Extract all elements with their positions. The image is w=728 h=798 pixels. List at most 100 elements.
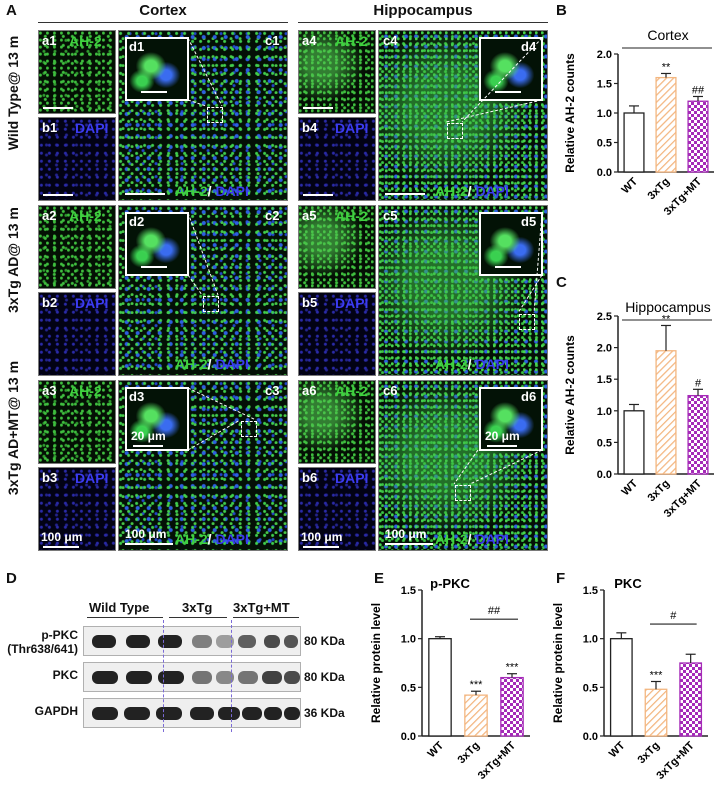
y-axis-label: Relative AH-2 counts bbox=[563, 53, 577, 173]
y-tick-label: 0.5 bbox=[401, 682, 416, 694]
y-tick-label: 2.5 bbox=[597, 311, 612, 323]
scale-bar bbox=[303, 194, 333, 196]
significance-label: ## bbox=[692, 84, 705, 96]
bar-wt bbox=[623, 410, 645, 475]
panel-label-c: C bbox=[556, 274, 567, 291]
micrograph-c4: c4 d4 AH-2/ DAPI bbox=[378, 30, 548, 201]
significance-label: *** bbox=[650, 669, 664, 681]
chart-title: PKC bbox=[614, 576, 642, 591]
x-tick-label: 3xTg bbox=[645, 478, 672, 505]
bar-3xtg bbox=[464, 694, 488, 737]
group-line bbox=[233, 617, 299, 618]
bar-3xtg bbox=[655, 350, 677, 475]
x-tick-label: 3xTg bbox=[645, 176, 672, 203]
bar-3xtg bbox=[655, 76, 677, 173]
y-tick-label: 0.0 bbox=[597, 167, 612, 179]
panel-label-b: B bbox=[556, 2, 567, 19]
lane-divider bbox=[163, 620, 164, 732]
significance-label: # bbox=[695, 377, 702, 389]
zoom-box bbox=[241, 421, 257, 437]
micrograph-b1: b1 DAPI bbox=[38, 117, 116, 201]
x-tick-label: WT bbox=[426, 739, 447, 760]
zoom-lines bbox=[187, 37, 543, 485]
group-wt: Wild Type bbox=[89, 600, 150, 615]
blot-gapdh bbox=[83, 698, 301, 728]
scale-bar bbox=[141, 266, 167, 268]
inset-d3: d3 20 μm bbox=[125, 387, 189, 451]
significance-label: ** bbox=[662, 313, 671, 325]
y-tick-label: 0.0 bbox=[597, 469, 612, 481]
micrograph-b5: b5 DAPI bbox=[298, 292, 376, 376]
y-tick-label: 1.0 bbox=[597, 108, 612, 120]
bar-wt bbox=[623, 112, 645, 173]
scale-bar bbox=[385, 193, 425, 195]
group-line bbox=[87, 617, 163, 618]
zoom-box bbox=[207, 107, 223, 123]
bar-3xtg bbox=[644, 688, 668, 737]
x-tick-label: WT bbox=[620, 175, 641, 196]
significance-label: *** bbox=[506, 662, 520, 674]
chart-title: Cortex bbox=[647, 27, 688, 43]
chart-title: Hippocampus bbox=[625, 299, 711, 315]
blot-group-header: Wild Type 3xTg 3xTg+MT bbox=[83, 598, 301, 628]
merge-label: AH-2/ DAPI bbox=[435, 531, 509, 547]
micrograph-a6: a6 AH-2 bbox=[298, 380, 376, 464]
kda-pkc: 80 KDa bbox=[304, 670, 345, 684]
bar-3xtg-mt bbox=[679, 662, 703, 737]
x-tick-label: 3xTg+MT bbox=[654, 739, 697, 782]
scale-bar bbox=[487, 445, 517, 447]
panel-label-a: A bbox=[6, 2, 17, 19]
panel-label-d: D bbox=[6, 570, 17, 587]
micrograph-b4: b4 DAPI bbox=[298, 117, 376, 201]
lane-divider bbox=[231, 620, 232, 732]
region-hippocampus: Hippocampus bbox=[373, 2, 473, 19]
scale-bar bbox=[133, 445, 163, 447]
scale-bar bbox=[125, 193, 165, 195]
y-tick-label: 0.5 bbox=[597, 138, 612, 150]
panel-label-f: F bbox=[556, 570, 566, 587]
y-tick-label: 0.5 bbox=[583, 682, 598, 694]
y-axis-label: Relative protein level bbox=[369, 603, 383, 723]
merge-label: AH-2/ DAPI bbox=[435, 183, 509, 199]
scale-bar bbox=[495, 91, 521, 93]
group-3xtg-mt: 3xTg+MT bbox=[233, 600, 290, 615]
inset-d1: d1 bbox=[125, 37, 189, 101]
micrograph-c5: c5 d5 AH-2/ DAPI bbox=[378, 205, 548, 376]
y-tick-label: 0.0 bbox=[583, 731, 598, 743]
blot-label-ppkc: p-PKC (Thr638/641) bbox=[7, 628, 78, 656]
bar-3xtg-mt bbox=[687, 100, 709, 173]
y-tick-label: 1.0 bbox=[401, 634, 416, 646]
y-tick-label: 1.5 bbox=[597, 79, 612, 91]
y-axis-label: Relative protein level bbox=[551, 603, 565, 723]
y-tick-label: 2.0 bbox=[597, 343, 612, 355]
micrograph-b3: b3 DAPI 100 μm bbox=[38, 467, 116, 551]
region-cortex: Cortex bbox=[139, 2, 187, 19]
kda-gapdh: 36 KDa bbox=[304, 706, 345, 720]
merge-label: AH-2/ DAPI bbox=[175, 183, 249, 199]
merge-label: AH-2/ DAPI bbox=[435, 356, 509, 372]
blot-label-pkc: PKC bbox=[52, 668, 78, 682]
inset-d6: d6 20 μm bbox=[479, 387, 543, 451]
x-tick-label: WT bbox=[607, 739, 628, 760]
scale-bar bbox=[385, 543, 433, 545]
chart-f: PKC Relative protein level 0.0 0.5 1.0 1.5 WT *… bbox=[551, 576, 708, 782]
blot-pkc bbox=[83, 662, 301, 692]
scale-bar bbox=[43, 194, 73, 196]
chart-b: Cortex Relative AH-2 counts 0.0 0.5 1.0 1.5 2.… bbox=[563, 27, 714, 218]
y-tick-label: 1.5 bbox=[583, 585, 598, 597]
group-3xtg: 3xTg bbox=[182, 600, 213, 615]
y-tick-label: 0.0 bbox=[401, 731, 416, 743]
significance-label: *** bbox=[470, 679, 484, 691]
bar-3xtg-mt bbox=[687, 394, 709, 475]
merge-label: AH-2/ DAPI bbox=[175, 356, 249, 372]
x-tick-label: WT bbox=[620, 477, 641, 498]
x-tick-label: 3xTg+MT bbox=[476, 739, 519, 782]
bar-3xtg-mt bbox=[500, 676, 524, 737]
inset-d5: d5 bbox=[479, 212, 543, 276]
y-tick-label: 1.5 bbox=[597, 374, 612, 386]
blot-ppkc bbox=[83, 626, 301, 656]
micrograph-c3: c3 d3 20 μm AH-2/ DAPI 100 μm bbox=[118, 380, 288, 551]
merge-label: AH-2/ DAPI bbox=[175, 531, 249, 547]
micrograph-a4: a4 AH-2 bbox=[298, 30, 376, 114]
y-tick-label: 1.0 bbox=[583, 634, 598, 646]
